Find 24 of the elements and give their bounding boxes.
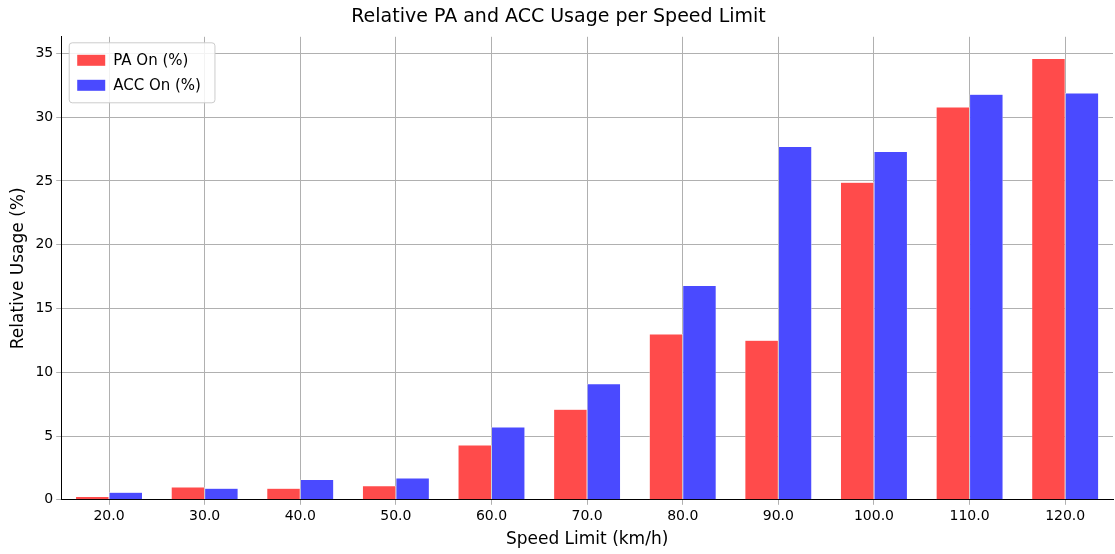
x-tick-label: 20.0 xyxy=(93,506,125,523)
x-axis-title: Speed Limit (km/h) xyxy=(505,528,669,549)
y-tick-label: 20 xyxy=(35,235,54,252)
x-tick-label: 80.0 xyxy=(667,506,699,523)
x-tick-label: 110.0 xyxy=(949,506,990,523)
y-tick-label: 25 xyxy=(35,171,54,188)
y-tick-label: 0 xyxy=(44,490,54,507)
x-tick-label: 70.0 xyxy=(571,506,603,523)
y-tick-label: 30 xyxy=(35,107,54,124)
x-tick-label: 90.0 xyxy=(762,506,794,523)
x-tick-label: 100.0 xyxy=(853,506,894,523)
x-tick-label: 40.0 xyxy=(284,506,316,523)
x-tick-label: 30.0 xyxy=(189,506,221,523)
y-axis-title: Relative Usage (%) xyxy=(6,187,27,350)
y-tick-label: 15 xyxy=(35,299,54,316)
legend-label: PA On (%) xyxy=(113,50,189,69)
x-tick-label: 50.0 xyxy=(380,506,412,523)
chart-title: Relative PA and ACC Usage per Speed Limit xyxy=(351,4,766,27)
y-tick-label: 10 xyxy=(35,362,54,379)
y-tick-label: 35 xyxy=(35,44,54,61)
legend-label: ACC On (%) xyxy=(113,75,201,94)
x-tick-label: 120.0 xyxy=(1045,506,1086,523)
x-tick-label: 60.0 xyxy=(475,506,508,523)
y-tick-label: 5 xyxy=(44,426,54,443)
